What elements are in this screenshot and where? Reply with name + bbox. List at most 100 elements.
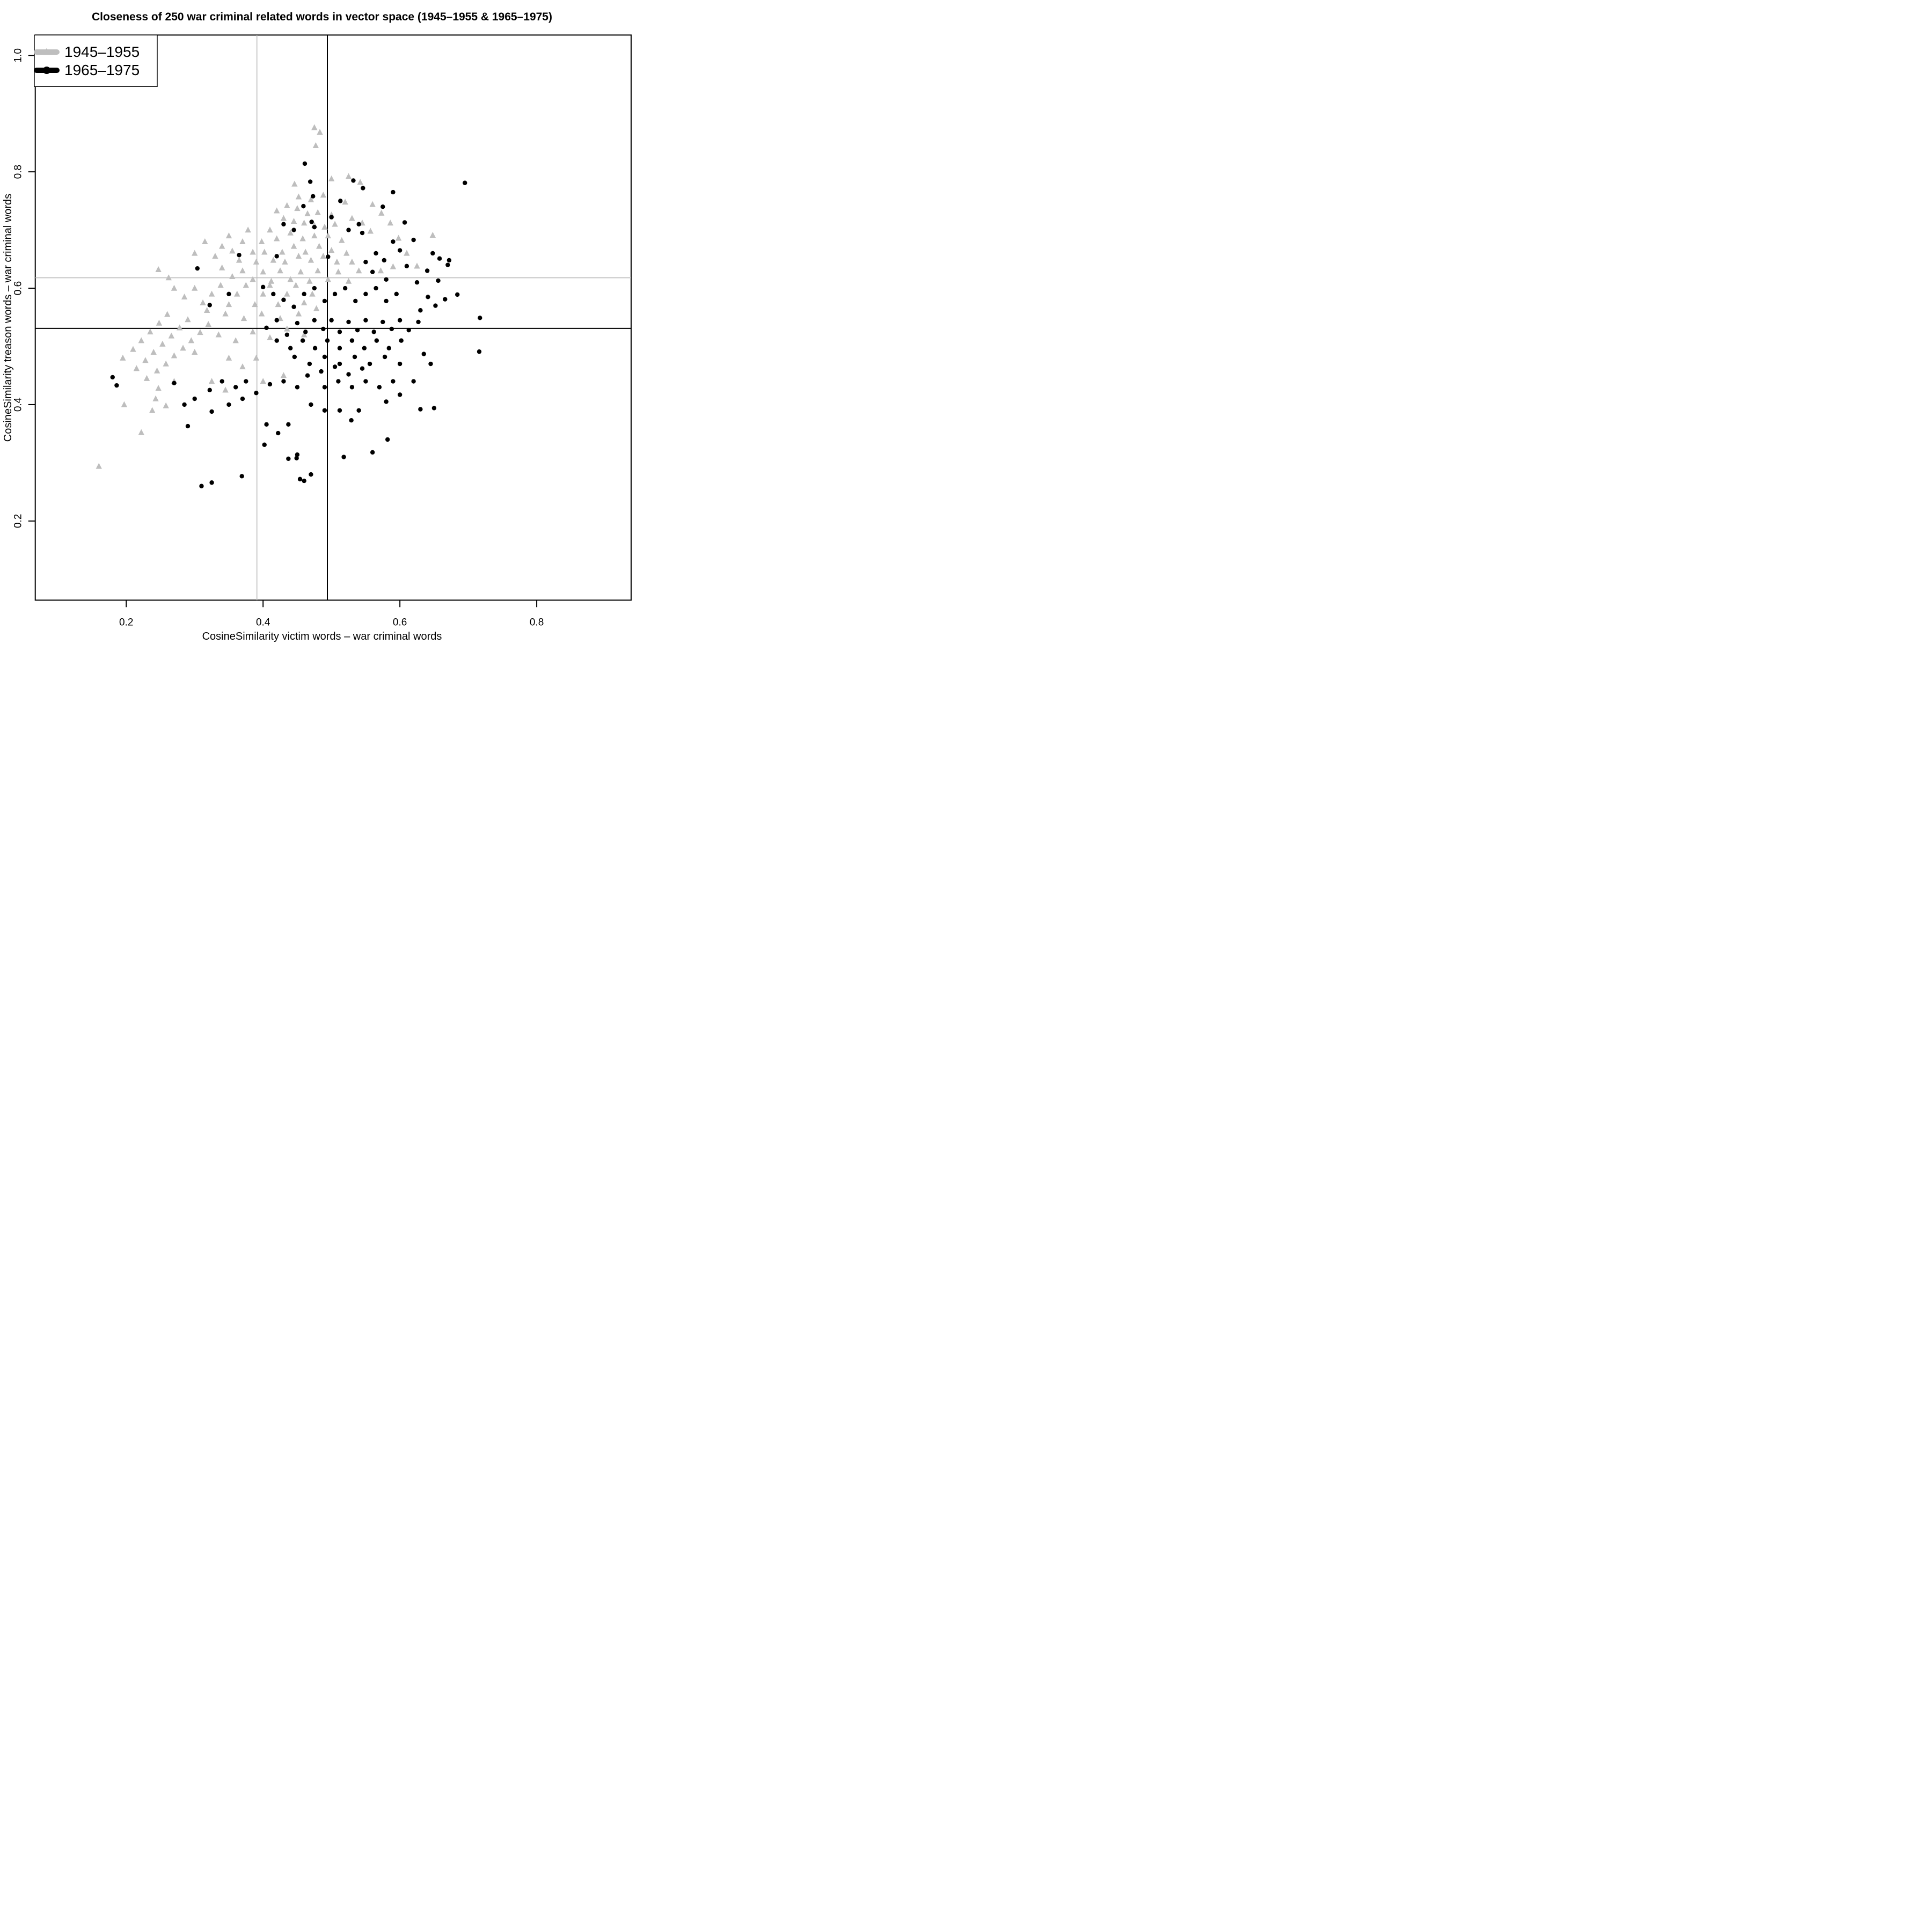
- data-point-circle: [397, 361, 402, 367]
- data-point-circle: [382, 354, 387, 360]
- data-point-triangle: [290, 243, 297, 249]
- data-point-triangle: [212, 253, 218, 259]
- data-point-triangle: [155, 385, 162, 391]
- data-point-triangle: [222, 386, 229, 393]
- data-point-triangle: [312, 142, 319, 149]
- data-point-circle: [363, 379, 368, 384]
- data-point-triangle: [395, 235, 402, 241]
- data-point-circle: [447, 258, 452, 263]
- data-point-circle: [274, 318, 279, 323]
- data-point-circle: [337, 346, 342, 350]
- data-point-circle: [291, 228, 296, 232]
- data-point-triangle: [258, 310, 265, 317]
- data-point-triangle: [390, 263, 397, 269]
- data-point-circle: [382, 258, 387, 263]
- data-point-circle: [341, 455, 346, 459]
- data-point-triangle: [222, 310, 229, 317]
- data-point-circle: [356, 222, 361, 226]
- data-point-circle: [380, 319, 385, 325]
- data-point-circle: [336, 379, 341, 384]
- data-point-triangle: [192, 349, 198, 355]
- data-point-triangle: [314, 267, 321, 274]
- data-points-group: [96, 124, 482, 488]
- data-point-triangle: [290, 218, 297, 224]
- data-point-circle: [274, 254, 279, 259]
- data-point-circle: [294, 456, 299, 460]
- data-point-circle: [295, 452, 300, 457]
- data-point-triangle: [282, 258, 288, 265]
- y-tick-label: 0.2: [13, 514, 24, 528]
- data-point-circle: [337, 330, 342, 334]
- data-point-circle: [322, 298, 327, 304]
- data-point-triangle: [284, 290, 290, 297]
- data-point-circle: [312, 346, 318, 350]
- legend-circle-icon: [43, 67, 50, 74]
- data-point-circle: [239, 474, 244, 479]
- data-point-triangle: [280, 372, 287, 378]
- data-point-triangle: [219, 264, 225, 270]
- data-point-circle: [114, 383, 119, 388]
- data-point-circle: [233, 385, 238, 390]
- data-point-triangle: [225, 301, 232, 308]
- data-point-triangle: [287, 229, 294, 236]
- data-point-circle: [254, 391, 259, 396]
- data-point-circle: [384, 277, 389, 282]
- data-point-triangle: [273, 235, 280, 241]
- data-point-circle: [411, 379, 416, 384]
- data-point-circle: [281, 379, 286, 384]
- data-point-circle: [349, 418, 354, 423]
- data-point-circle: [274, 338, 279, 343]
- data-point-circle: [192, 396, 197, 401]
- data-point-triangle: [378, 209, 385, 216]
- data-point-circle: [397, 392, 402, 397]
- data-point-circle: [367, 361, 372, 367]
- data-point-triangle: [345, 277, 352, 284]
- data-point-circle: [437, 256, 442, 261]
- data-point-triangle: [150, 349, 157, 355]
- data-point-circle: [185, 423, 191, 429]
- data-point-circle: [477, 349, 482, 354]
- data-point-circle: [397, 318, 402, 323]
- data-point-circle: [362, 346, 367, 350]
- data-point-circle: [391, 239, 396, 244]
- data-point-circle: [374, 286, 378, 291]
- data-point-triangle: [313, 305, 320, 311]
- data-point-triangle: [306, 277, 313, 284]
- data-point-triangle: [197, 329, 203, 335]
- data-point-triangle: [280, 215, 287, 221]
- data-point-triangle: [284, 325, 290, 332]
- scatter-plot: Closeness of 250 war criminal related wo…: [2, 11, 632, 642]
- data-point-circle: [262, 442, 267, 447]
- y-tick-label: 0.8: [13, 165, 24, 179]
- data-point-circle: [322, 354, 327, 360]
- data-point-triangle: [267, 226, 273, 233]
- data-point-triangle: [260, 268, 266, 275]
- data-point-triangle: [294, 205, 301, 211]
- data-point-triangle: [320, 192, 327, 198]
- data-point-triangle: [234, 290, 240, 297]
- data-point-triangle: [325, 276, 331, 282]
- data-point-triangle: [295, 253, 302, 259]
- data-point-circle: [309, 219, 314, 224]
- data-point-circle: [295, 320, 300, 326]
- x-tick-label: 0.6: [393, 617, 407, 628]
- data-point-circle: [321, 326, 326, 332]
- data-point-triangle: [143, 375, 150, 381]
- data-point-triangle: [369, 201, 376, 207]
- data-point-triangle: [205, 320, 211, 327]
- data-point-triangle: [355, 267, 362, 274]
- data-point-triangle: [164, 311, 171, 317]
- x-tick-label: 0.2: [119, 617, 133, 628]
- data-point-circle: [288, 346, 293, 350]
- data-point-triangle: [156, 319, 163, 326]
- legend-triangle-icon: [42, 48, 51, 55]
- data-point-triangle: [279, 248, 286, 255]
- data-point-circle: [445, 262, 450, 267]
- data-point-circle: [329, 318, 334, 323]
- chart-title: Closeness of 250 war criminal related wo…: [92, 11, 552, 23]
- data-point-triangle: [181, 294, 188, 300]
- data-point-circle: [349, 385, 355, 390]
- y-tick-label: 0.6: [13, 281, 24, 295]
- data-point-triangle: [203, 306, 210, 313]
- data-point-circle: [363, 318, 368, 323]
